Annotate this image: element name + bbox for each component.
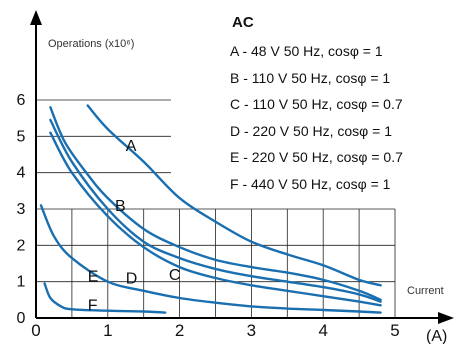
x-tick-label: 0 [31,321,40,340]
x-tick-label: 1 [103,321,112,340]
y-axis-arrow-icon [30,10,42,25]
chart-series [39,104,382,314]
series-line-e [39,204,382,314]
curve-label-a: A [126,138,137,155]
curve-label-c: C [169,267,181,284]
legend-entry-c: C - 110 V 50 Hz, cosφ = 0.7 [230,96,403,112]
series-line-f [43,282,167,314]
chart-axes [30,10,454,324]
chart-title: AC [232,14,254,31]
x-tick-label: 2 [175,321,184,340]
chart-ticks: 0 1 2 3 4 5 0 1 2 3 4 5 6 [17,92,400,340]
x-axis-unit: (A) [426,328,447,344]
y-tick-label: 2 [17,237,26,254]
legend-entry-a: A - 48 V 50 Hz, cosφ = 1 [230,43,383,59]
y-tick-label: 1 [17,274,26,291]
chart-grid [36,99,396,318]
curve-label-f: F [88,298,98,315]
x-axis-label: Current [407,285,444,297]
x-tick-label: 3 [247,321,256,340]
y-tick-label: 6 [17,92,26,109]
curve-label-b: B [115,198,126,215]
y-tick-label: 4 [17,165,26,182]
chart-legend: AC A - 48 V 50 Hz, cosφ = 1 B - 110 V 50… [230,14,403,192]
curve-label-d: D [126,270,138,287]
legend-entry-d: D - 220 V 50 Hz, cosφ = 1 [230,123,392,139]
x-tick-label: 4 [318,321,327,340]
series-line-d [49,131,382,307]
x-axis-arrow-icon [438,312,454,324]
series-line-b [49,106,382,301]
y-tick-label: 5 [17,128,26,145]
curve-label-e: E [88,269,99,286]
legend-entry-b: B - 110 V 50 Hz, cosφ = 1 [230,70,390,86]
y-axis-label: Operations (x10⁶) [48,38,134,50]
legend-entry-f: F - 440 V 50 Hz, cosφ = 1 [230,176,391,192]
curve-labels: A B C D EF [88,138,181,315]
y-tick-label: 0 [17,310,26,327]
series-line-c [49,118,382,303]
series-line-a [86,104,382,287]
legend-entry-e: E - 220 V 50 Hz, cosφ = 0.7 [230,149,403,165]
y-tick-label: 3 [17,201,26,218]
x-tick-label: 5 [390,321,399,340]
